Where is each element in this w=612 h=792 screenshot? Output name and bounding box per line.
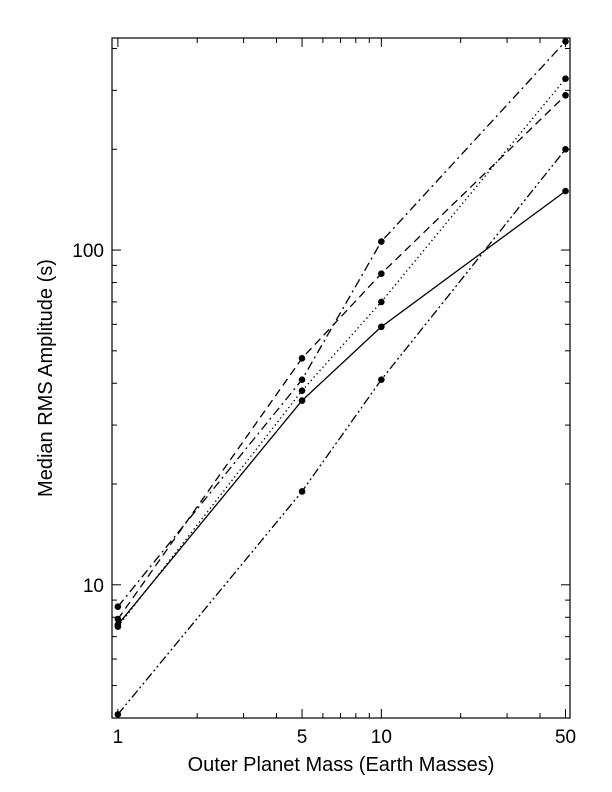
series-line-dotted bbox=[117, 78, 567, 627]
data-point bbox=[298, 354, 306, 362]
axis-ticks bbox=[112, 38, 570, 718]
x-tick-label: 1 bbox=[113, 727, 124, 748]
data-point bbox=[378, 238, 385, 245]
y-tick-label: 10 bbox=[83, 576, 104, 597]
data-point bbox=[378, 376, 385, 383]
tick-labels: 1 5 10 50 10 100 bbox=[72, 241, 576, 748]
data-point bbox=[378, 298, 385, 306]
data-point bbox=[562, 187, 569, 195]
series-line-solid bbox=[117, 190, 566, 626]
data-point bbox=[298, 387, 306, 395]
series-line-dashed bbox=[117, 94, 566, 620]
y-axis-title: Median RMS Amplitude (s) bbox=[35, 259, 57, 497]
series-line-dashdot bbox=[117, 40, 566, 608]
data-point bbox=[114, 603, 122, 611]
x-axis-title: Outer Planet Mass (Earth Masses) bbox=[188, 754, 495, 776]
data-point bbox=[562, 38, 569, 45]
data-point bbox=[378, 270, 385, 277]
series-lines bbox=[117, 40, 567, 715]
series-line-dashdotdot bbox=[117, 148, 567, 715]
plot-frame bbox=[111, 37, 571, 719]
x-tick-label: 5 bbox=[297, 727, 308, 748]
data-point bbox=[298, 397, 306, 404]
data-point bbox=[114, 711, 122, 718]
data-point bbox=[562, 91, 569, 99]
data-point bbox=[114, 615, 122, 623]
data-point bbox=[562, 145, 569, 153]
data-point bbox=[298, 376, 306, 383]
x-tick-label: 50 bbox=[555, 727, 576, 748]
data-markers bbox=[114, 38, 569, 718]
y-tick-label: 100 bbox=[72, 241, 104, 262]
data-point bbox=[114, 623, 122, 630]
data-point bbox=[562, 75, 569, 82]
data-point bbox=[378, 323, 385, 331]
data-point bbox=[298, 488, 306, 495]
x-tick-label: 10 bbox=[371, 727, 392, 748]
